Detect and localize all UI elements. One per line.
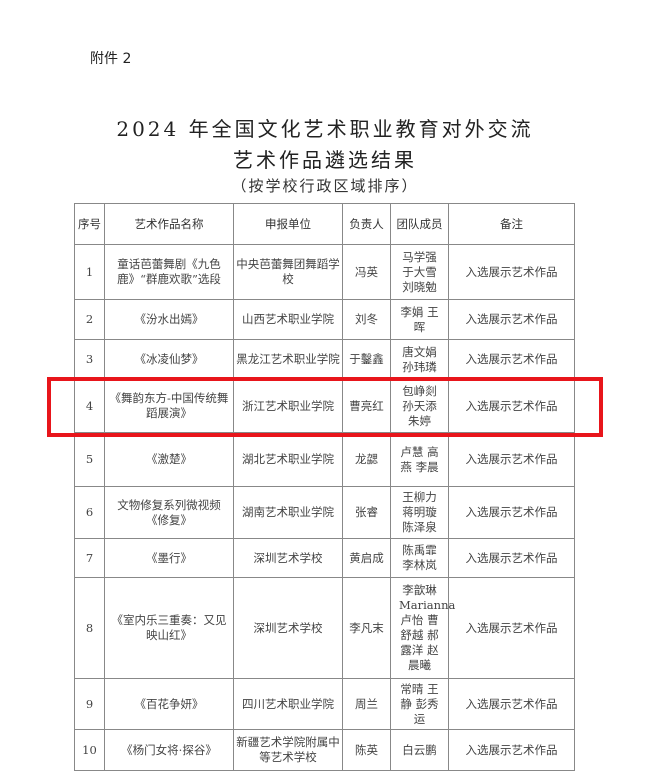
team-members: 卢慧 高燕 李晨 — [390, 432, 449, 487]
work-name: 《百花争妍》 — [104, 678, 234, 730]
team-members: 李歆琳 Marianna 卢怡 曹舒越 郝露洋 赵晨曦 — [390, 577, 455, 679]
document-title: 2024 年全国文化艺术职业教育对外交流 — [116, 117, 534, 141]
note: 入选展示艺术作品 — [448, 538, 575, 578]
lead-name: 李凡末 — [342, 577, 391, 679]
work-name: 《冰凌仙梦》 — [104, 339, 234, 380]
row-number: 9 — [74, 678, 105, 730]
table-row: 1 童话芭蕾舞剧《九色鹿》“群鹿欢歌”选段 中央芭蕾舞团舞蹈学校 冯英 马学强 于大雪 … — [74, 244, 575, 300]
table-row: 3 《冰凌仙梦》 黑龙江艺术职业学院 于鑿鑫 唐文娟 孙玮璘 入选展示艺术作品 — [74, 339, 575, 380]
table-row: 8 《室内乐三重奏：又见映山红》 深圳艺术学校 李凡末 李歆琳 Marianna 卢怡 … — [74, 577, 575, 679]
lead-name: 于鑿鑫 — [342, 339, 391, 380]
header-note: 备注 — [448, 203, 575, 245]
header-work: 艺术作品名称 — [104, 203, 234, 245]
work-name: 《墨行》 — [104, 538, 234, 578]
table-row: 7 《墨行》 深圳艺术学校 黄启成 陈禹霏 李林岚 入选展示艺术作品 — [74, 538, 575, 578]
unit-name: 深圳艺术学校 — [233, 577, 343, 679]
row-number: 10 — [74, 729, 105, 771]
note: 入选展示艺术作品 — [448, 299, 575, 340]
lead-name: 冯英 — [342, 244, 391, 300]
lead-name: 张睿 — [342, 486, 391, 539]
attachment-label: 附件 2 — [90, 51, 132, 67]
work-name: 《汾水出嫣》 — [104, 299, 234, 340]
unit-name: 新疆艺术学院附属中等艺术学校 — [233, 729, 343, 771]
note: 入选展示艺术作品 — [448, 244, 575, 300]
table-row: 2 《汾水出嫣》 山西艺术职业学院 刘冬 李娟 王晖 入选展示艺术作品 — [74, 299, 575, 340]
team-members: 常晴 王静 彭秀运 — [390, 678, 449, 730]
work-name: 《激楚》 — [104, 432, 234, 487]
header-members: 团队成员 — [390, 203, 449, 245]
lead-name: 黄启成 — [342, 538, 391, 578]
row-number: 8 — [74, 577, 105, 679]
work-name: 童话芭蕾舞剧《九色鹿》“群鹿欢歌”选段 — [104, 244, 234, 300]
row-number: 2 — [74, 299, 105, 340]
note: 入选展示艺术作品 — [448, 379, 575, 433]
lead-name: 龙勰 — [342, 432, 391, 487]
team-members: 李娟 王晖 — [390, 299, 449, 340]
lead-name: 周兰 — [342, 678, 391, 730]
table-row: 5 《激楚》 湖北艺术职业学院 龙勰 卢慧 高燕 李晨 入选展示艺术作品 — [74, 432, 575, 487]
table-row: 6 文物修复系列微视频《修复》 湖南艺术职业学院 张睿 王柳力 蒋明璇 陈泽泉 入选展示艺… — [74, 486, 575, 539]
row-number: 1 — [74, 244, 105, 300]
note: 入选展示艺术作品 — [448, 432, 575, 487]
note: 入选展示艺术作品 — [448, 339, 575, 380]
unit-name: 深圳艺术学校 — [233, 538, 343, 578]
row-number: 7 — [74, 538, 105, 578]
table-row: 9 《百花争妍》 四川艺术职业学院 周兰 常晴 王静 彭秀运 入选展示艺术作品 — [74, 678, 575, 730]
lead-name: 陈英 — [342, 729, 391, 771]
header-unit: 申报单位 — [233, 203, 343, 245]
header-no: 序号 — [74, 203, 105, 245]
row-number: 4 — [74, 379, 105, 433]
team-members: 马学强 于大雪 刘晓勉 — [390, 244, 449, 300]
header-lead: 负责人 — [342, 203, 391, 245]
document-title-line2: 艺术作品遴选结果 — [233, 148, 417, 172]
note: 入选展示艺术作品 — [448, 577, 575, 679]
row-number: 3 — [74, 339, 105, 380]
highlight-box — [47, 377, 603, 437]
team-members: 王柳力 蒋明璇 陈泽泉 — [390, 486, 449, 539]
work-name: 文物修复系列微视频《修复》 — [104, 486, 234, 539]
team-members: 白云鹏 — [390, 729, 449, 771]
note: 入选展示艺术作品 — [448, 729, 575, 771]
team-members: 陈禹霏 李林岚 — [390, 538, 449, 578]
table-header-row: 序号 艺术作品名称 申报单位 负责人 团队成员 备注 — [74, 203, 575, 245]
results-table: 序号 艺术作品名称 申报单位 负责人 团队成员 备注 1 童话芭蕾舞剧《九色鹿》“… — [74, 203, 575, 771]
table-row: 10 《杨门女将·探谷》 新疆艺术学院附属中等艺术学校 陈英 白云鹏 入选展示艺术作品 — [74, 729, 575, 771]
unit-name: 四川艺术职业学院 — [233, 678, 343, 730]
row-number: 5 — [74, 432, 105, 487]
unit-name: 湖南艺术职业学院 — [233, 486, 343, 539]
document-subtitle: （按学校行政区域排序） — [231, 177, 419, 195]
work-name: 《杨门女将·探谷》 — [104, 729, 234, 771]
unit-name: 湖北艺术职业学院 — [233, 432, 343, 487]
unit-name: 中央芭蕾舞团舞蹈学校 — [233, 244, 343, 300]
note: 入选展示艺术作品 — [448, 486, 575, 539]
lead-name: 刘冬 — [342, 299, 391, 340]
unit-name: 山西艺术职业学院 — [233, 299, 343, 340]
team-members: 唐文娟 孙玮璘 — [390, 339, 449, 380]
row-number: 6 — [74, 486, 105, 539]
lead-name: 曹亮红 — [342, 379, 391, 433]
note: 入选展示艺术作品 — [448, 678, 575, 730]
unit-name: 黑龙江艺术职业学院 — [233, 339, 343, 380]
work-name: 《室内乐三重奏：又见映山红》 — [104, 577, 234, 679]
